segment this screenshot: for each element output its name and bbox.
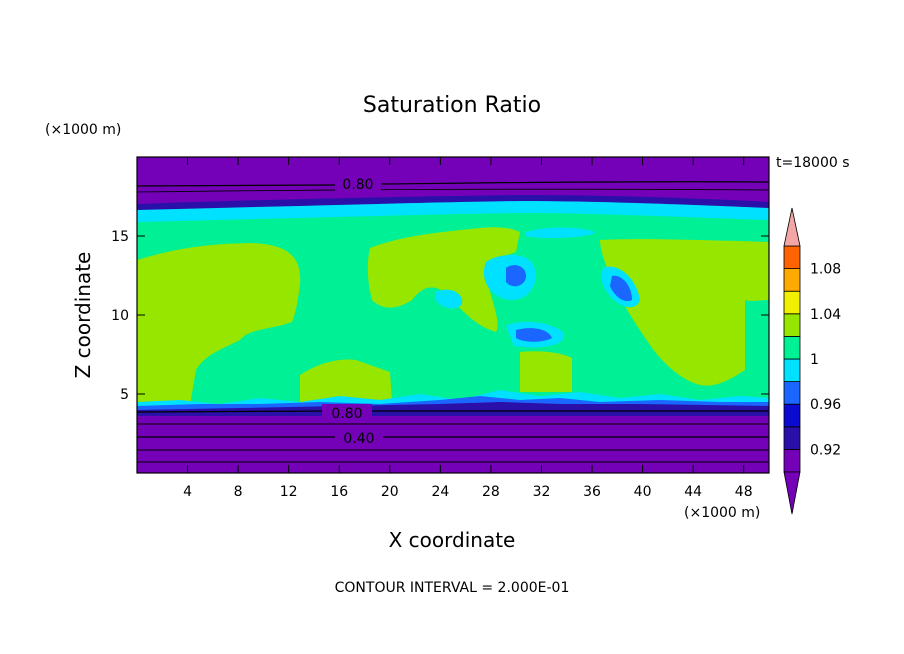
- colorbar-swatch: [783, 245, 801, 270]
- contour-label-bg-1: [335, 175, 381, 191]
- x-tick-label: 16: [330, 484, 348, 500]
- y-tick-label: 5: [120, 387, 129, 403]
- region-above-1-left: [137, 243, 301, 408]
- contour-label-1: 0.80: [342, 177, 373, 193]
- y-tick-label: 15: [111, 229, 129, 245]
- region-above-1-right: [600, 239, 769, 386]
- x-axis-label: X coordinate: [389, 528, 516, 552]
- colorbar-swatch: [783, 403, 801, 428]
- region-above-1-low: [300, 359, 392, 406]
- colorbar: 0.92 0.96 1 1.04 1.08: [783, 207, 841, 515]
- region-above-1-center: [367, 227, 520, 332]
- x-tick-label: 32: [533, 484, 551, 500]
- contour-label-2: 0.80: [331, 406, 362, 422]
- colorbar-swatch: [783, 335, 801, 360]
- y-axis-label: Z coordinate: [71, 252, 95, 379]
- x-tick-label: 24: [431, 484, 449, 500]
- colorbar-tick-label: 0.92: [810, 442, 841, 458]
- x-tick-label: 4: [183, 484, 192, 500]
- blue-pocket-b: [610, 275, 632, 302]
- colorbar-tick-label: 1: [810, 352, 819, 368]
- x-tick-label: 12: [280, 484, 298, 500]
- lower-navy-edge: [137, 402, 769, 416]
- colorbar-swatch: [783, 448, 801, 473]
- contour-line-upper-2: [137, 188, 769, 193]
- plot-area: [137, 157, 769, 473]
- x-unit-label: (×1000 m): [684, 505, 760, 521]
- blue-pocket-c: [516, 328, 552, 342]
- cyan-pocket-d: [436, 289, 463, 309]
- x-tick-label: 40: [634, 484, 652, 500]
- blue-pocket-a: [506, 265, 526, 287]
- colorbar-under-arrow: [783, 471, 801, 515]
- contour-line-upper: [137, 181, 769, 187]
- colorbar-swatch: [783, 426, 801, 450]
- time-label: t=18000 s: [776, 155, 850, 171]
- colorbar-swatch: [783, 358, 801, 383]
- contour-label-bg-2: [322, 404, 372, 420]
- y-unit-label: (×1000 m): [45, 122, 121, 138]
- x-tick-label: 28: [482, 484, 500, 500]
- colorbar-swatch: [783, 381, 801, 405]
- x-tick-label: 48: [735, 484, 753, 500]
- chart-title: Saturation Ratio: [363, 93, 541, 118]
- x-tick-label: 44: [684, 484, 702, 500]
- colorbar-over-arrow: [783, 207, 801, 247]
- colorbar-swatch: [783, 290, 801, 315]
- x-tick-label: 36: [583, 484, 601, 500]
- x-tick-label: 8: [234, 484, 243, 500]
- colorbar-swatch: [783, 313, 801, 337]
- cyan-pocket-e: [526, 227, 596, 239]
- colorbar-tick-label: 1.08: [810, 262, 841, 278]
- y-tick-label: 10: [111, 308, 129, 324]
- contour-interval-footer: CONTOUR INTERVAL = 2.000E-01: [335, 580, 570, 596]
- contour-label-3: 0.40: [343, 431, 374, 447]
- contour-label-bg-3: [335, 430, 383, 446]
- colorbar-tick-label: 1.04: [810, 307, 841, 323]
- colorbar-tick-label: 0.96: [810, 397, 841, 413]
- x-tick-label: 20: [381, 484, 399, 500]
- region-above-1-mid: [520, 351, 572, 392]
- colorbar-swatch: [783, 268, 801, 292]
